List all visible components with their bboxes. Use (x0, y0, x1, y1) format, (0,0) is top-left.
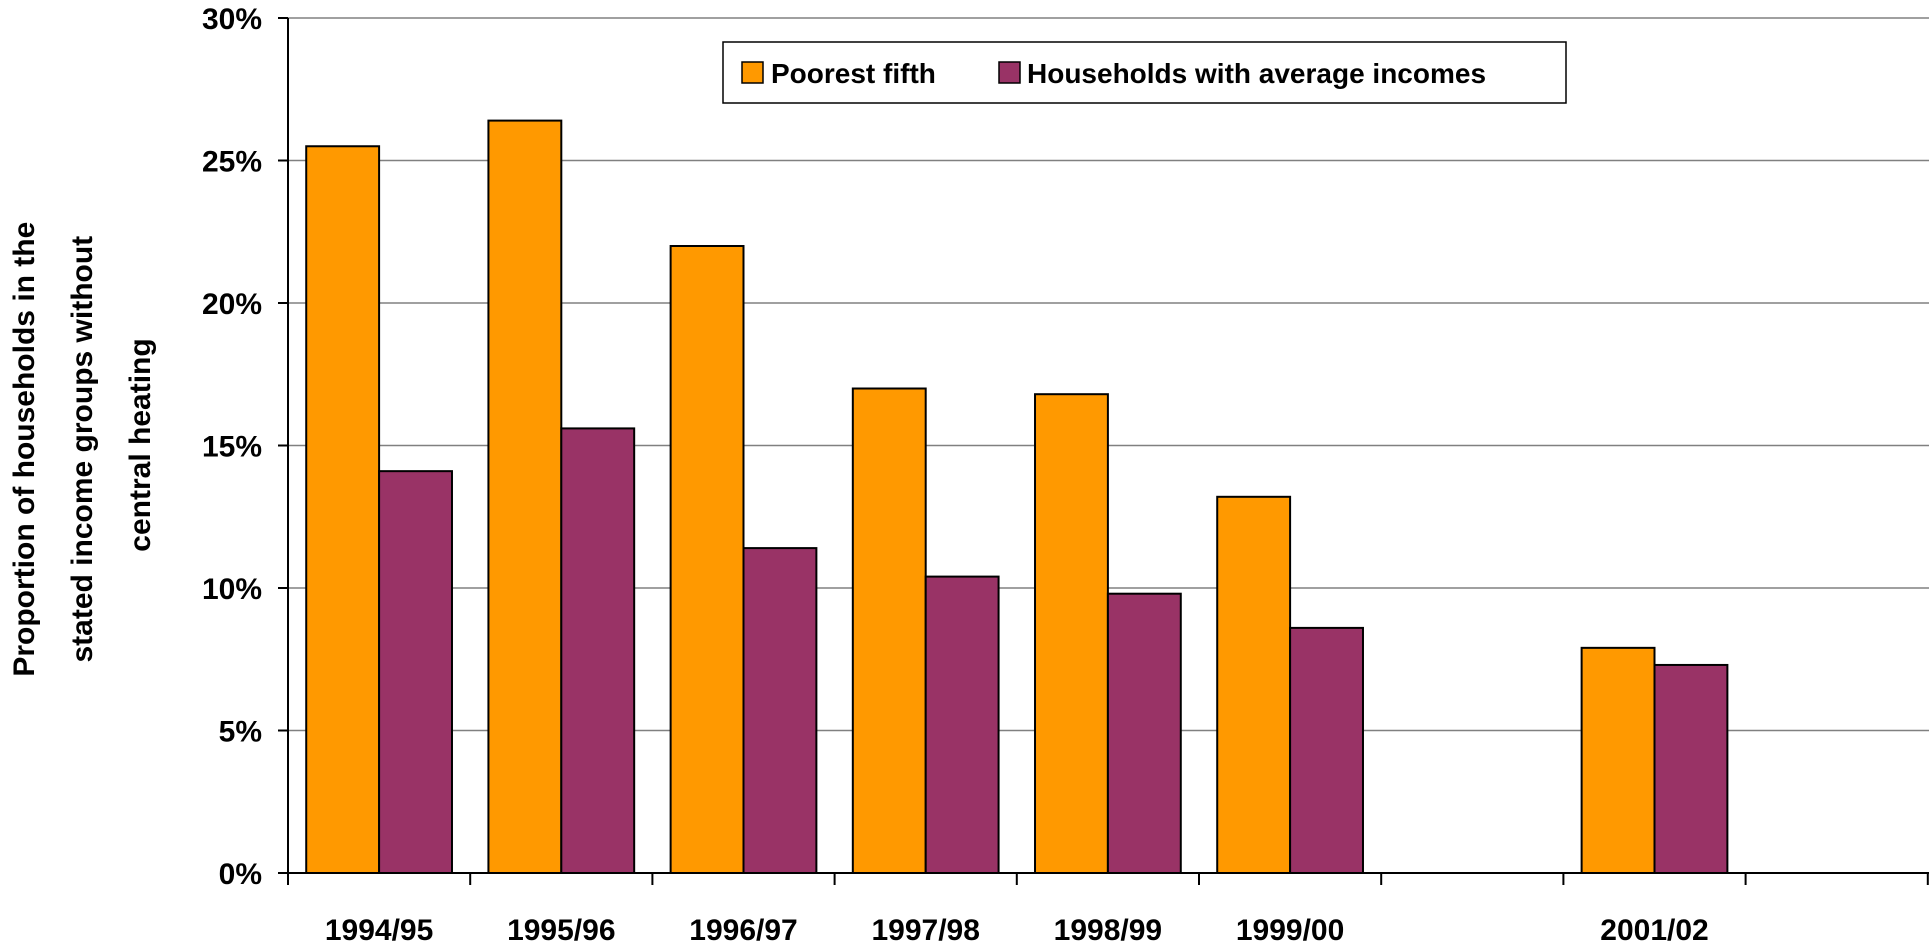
bar-poorest-fifth-1996-97 (669, 245, 745, 874)
x-axis-ticks: 1994/95 1995/96 1996/97 1997/98 1998/99 1999/… (287, 873, 1929, 947)
x-tick-label: 1996/97 (689, 914, 797, 947)
legend-swatch-average-incomes (998, 61, 1021, 84)
x-tick-label: 1999/00 (1236, 914, 1344, 947)
legend-box (722, 41, 1567, 104)
bar-average-incomes-1998-99 (1106, 592, 1182, 874)
bar-poorest-fifth-1998-99 (1034, 393, 1109, 874)
bar-average-incomes-1996-97 (742, 547, 818, 874)
y-tick-label: 15% (202, 431, 262, 464)
bar-average-incomes-1999-00 (1289, 626, 1364, 875)
bar-average-incomes-1997-98 (924, 575, 1000, 874)
y-tick-label: 10% (202, 573, 262, 606)
bar-average-incomes-1995-96 (560, 427, 636, 874)
x-tick-label: 1995/96 (507, 914, 615, 947)
bar-poorest-fifth-1997-98 (851, 387, 927, 874)
legend: Poorest fifth Households with average in… (722, 41, 1567, 104)
bar-average-incomes-2001-02 (1653, 663, 1729, 875)
y-axis-title: Proportion of households in the stated i… (8, 213, 157, 676)
bar-average-incomes-1994-95 (378, 470, 453, 874)
y-axis-title-line-1: Proportion of households in the (8, 222, 41, 677)
legend-label-poorest-fifth: Poorest fifth (771, 58, 936, 89)
y-tick-label: 5% (219, 716, 262, 749)
bars (305, 119, 1729, 875)
y-tick-label: 20% (202, 288, 262, 321)
x-tick-label: 2001/02 (1600, 914, 1708, 947)
y-tick-label: 0% (219, 858, 262, 891)
legend-label-average-incomes: Households with average incomes (1027, 58, 1486, 89)
x-tick-label: 1997/98 (871, 914, 979, 947)
y-axis-title-line-2: stated income groups without (66, 236, 99, 663)
bar-poorest-fifth-1999-00 (1216, 495, 1292, 874)
x-tick-label: 1994/95 (325, 914, 433, 947)
x-tick-label: 1998/99 (1054, 914, 1162, 947)
y-axis-ticks: 0% 5% 10% 15% 20% 25% 30% (202, 3, 288, 891)
bar-poorest-fifth-2001-02 (1580, 646, 1656, 874)
y-axis-title-line-3: central heating (124, 338, 157, 551)
y-tick-label: 25% (202, 146, 262, 179)
legend-swatch-poorest-fifth (741, 61, 764, 84)
bar-poorest-fifth-1995-96 (487, 119, 563, 875)
bar-poorest-fifth-1994-95 (305, 145, 381, 874)
y-tick-label: 30% (202, 3, 262, 36)
